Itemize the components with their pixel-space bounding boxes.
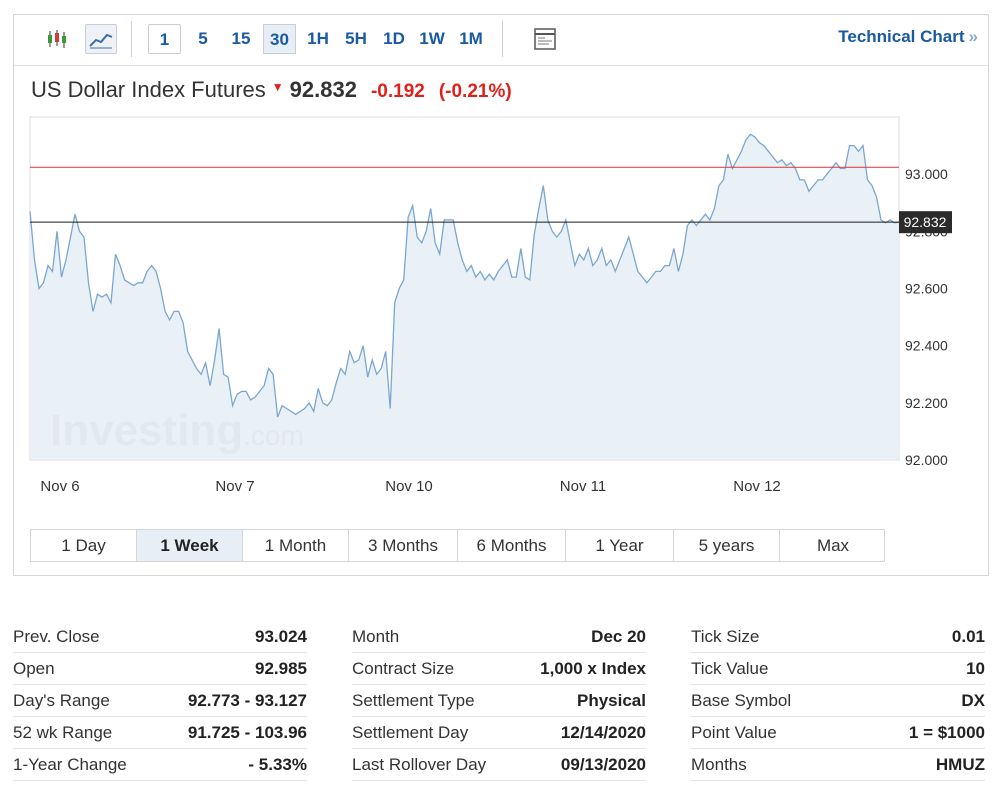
stat-label: Last Rollover Day (352, 755, 487, 774)
interval-1d[interactable]: 1D (383, 29, 405, 48)
stat-label: Base Symbol (691, 691, 792, 710)
toolbar-separator (502, 21, 503, 57)
technical-chart-link[interactable]: Technical Chart» (838, 27, 978, 47)
range-max[interactable]: Max (816, 536, 850, 555)
stat-label: Month (352, 627, 400, 646)
range-1-month[interactable]: 1 Month (243, 530, 349, 561)
stat-value: 92.773 - 93.127 (187, 691, 307, 710)
stat-value: Dec 20 (591, 627, 646, 646)
stat-label: Point Value (691, 723, 777, 742)
interval-30[interactable]: 30 (263, 24, 296, 54)
stat-row: Prev. Close 93.024 (13, 621, 307, 653)
stats-column-2: Month Dec 20 Contract Size 1,000 x Index S… (352, 621, 646, 781)
price-line (29, 133, 900, 418)
range-1-day[interactable]: 1 Day (31, 530, 137, 561)
double-chevron-right-icon: » (968, 27, 978, 46)
down-arrow-icon: ▼ (271, 80, 284, 94)
interval-1h[interactable]: 1H (307, 29, 329, 48)
stat-label: Prev. Close (13, 627, 100, 646)
stat-row: Tick Size 0.01 (691, 621, 985, 653)
stats-column-1: Prev. Close 93.024 Open 92.985 Day's Range… (13, 621, 307, 781)
stat-label: 1-Year Change (13, 755, 127, 774)
stat-value: - 5.33% (248, 755, 307, 774)
interval-5h[interactable]: 5H (345, 29, 367, 48)
stat-value: DX (961, 691, 985, 710)
stat-row: Day's Range 92.773 - 93.127 (13, 685, 307, 717)
x-tick-label: Nov 6 (40, 478, 79, 495)
x-tick-label: Nov 7 (215, 478, 254, 495)
stat-row: Last Rollover Day 09/13/2020 (352, 749, 646, 781)
last-price-tag (899, 211, 952, 234)
instrument-header: US Dollar Index Futures ▼ 92.832 -0.192 (-0.… (31, 77, 526, 103)
layout-icon[interactable] (529, 24, 561, 54)
time-range-selector: 1 Day 1 Week 1 Month 3 Months 6 Months 1… (30, 529, 885, 562)
stat-row: Tick Value 10 (691, 653, 985, 685)
stat-label: 52 wk Range (13, 723, 113, 742)
candlestick-chart-icon[interactable] (41, 24, 73, 54)
price-change: -0.192 (370, 81, 425, 102)
range-1-week[interactable]: 1 Week (137, 530, 243, 561)
stat-label: Tick Value (691, 659, 769, 678)
last-price: 92.832 (289, 77, 357, 102)
stat-label: Settlement Day (352, 723, 469, 742)
stat-value: Physical (577, 691, 646, 710)
chart-toolbar: 1 5 15 30 1H 5H 1D 1W 1M Technical Chart… (14, 15, 988, 66)
stat-value: 92.985 (255, 659, 307, 678)
y-tick-label: 92.200 (905, 395, 948, 411)
stat-value: 10 (966, 659, 985, 678)
stat-row: Open 92.985 (13, 653, 307, 685)
range-1-year[interactable]: 1 Year (566, 530, 674, 561)
stat-value: 09/13/2020 (560, 755, 646, 774)
y-tick-label: 92.400 (905, 338, 948, 354)
stat-row: Point Value 1 = $1000 (691, 717, 985, 749)
chart-widget: 1 5 15 30 1H 5H 1D 1W 1M Technical Chart… (13, 14, 989, 576)
stats-column-3: Tick Size 0.01 Tick Value 10 Base Symbol DX… (691, 621, 985, 781)
stat-row: 1-Year Change - 5.33% (13, 749, 307, 781)
stat-row: Months HMUZ (691, 749, 985, 781)
stat-label: Tick Size (691, 627, 760, 646)
stat-label: Months (691, 755, 747, 774)
stat-row: Settlement Day 12/14/2020 (352, 717, 646, 749)
toolbar-separator (131, 21, 132, 57)
stat-value: HMUZ (935, 755, 985, 774)
stat-row: Base Symbol DX (691, 685, 985, 717)
interval-1w[interactable]: 1W (419, 29, 445, 48)
y-tick-label: 92.600 (905, 281, 948, 297)
instrument-name: US Dollar Index Futures (31, 77, 266, 102)
interval-15[interactable]: 15 (231, 29, 251, 48)
stat-value: 93.024 (255, 627, 307, 646)
stat-row: Settlement Type Physical (352, 685, 646, 717)
y-tick-label: 93.000 (905, 166, 948, 182)
area-chart-icon[interactable] (85, 24, 117, 54)
stat-value: 1,000 x Index (540, 659, 646, 678)
interval-1[interactable]: 1 (148, 24, 181, 54)
stat-value: 12/14/2020 (560, 723, 646, 742)
stat-row: 52 wk Range 91.725 - 103.96 (13, 717, 307, 749)
stat-row: Contract Size 1,000 x Index (352, 653, 646, 685)
stat-value: 0.01 (951, 627, 985, 646)
stat-label: Contract Size (352, 659, 455, 678)
stat-value: 91.725 - 103.96 (187, 723, 307, 742)
interval-5[interactable]: 5 (198, 29, 208, 48)
price-change-percent: (-0.21%) (438, 81, 512, 102)
last-price-tag-label: 92.832 (904, 214, 947, 230)
technical-chart-label: Technical Chart (838, 27, 965, 46)
x-tick-label: Nov 12 (733, 478, 781, 495)
price-chart: Investing.com93.00092.80092.60092.40092.… (29, 116, 952, 495)
stat-label: Day's Range (13, 691, 110, 710)
stat-label: Open (13, 659, 55, 678)
stat-row: Month Dec 20 (352, 621, 646, 653)
x-tick-label: Nov 11 (560, 478, 606, 495)
interval-1m[interactable]: 1M (459, 29, 483, 48)
price-area (30, 134, 899, 460)
stat-label: Settlement Type (352, 691, 475, 710)
y-tick-label: 92.000 (905, 452, 948, 468)
range-5-years[interactable]: 5 years (674, 530, 780, 561)
x-tick-label: Nov 10 (385, 478, 433, 495)
stat-value: 1 = $1000 (908, 723, 985, 742)
range-3-months[interactable]: 3 Months (349, 530, 458, 561)
range-6-months[interactable]: 6 Months (458, 530, 566, 561)
